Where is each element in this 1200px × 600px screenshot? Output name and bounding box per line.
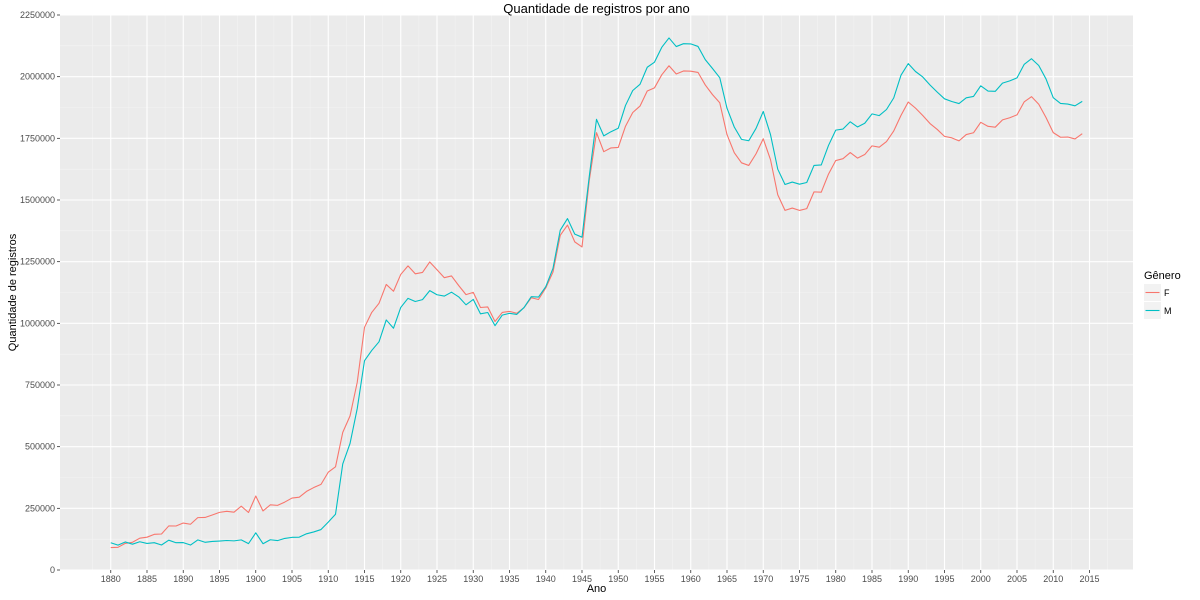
x-axis-title: Ano xyxy=(587,583,607,595)
x-tick-label: 1930 xyxy=(463,574,483,584)
x-tick-label: 2010 xyxy=(1043,574,1063,584)
x-tick-label: 1990 xyxy=(898,574,918,584)
chart-title: Quantidade de registros por ano xyxy=(503,1,689,16)
y-tick-label: 1500000 xyxy=(20,195,55,205)
y-tick-label: 2250000 xyxy=(20,10,55,20)
x-axis: 1880 1885 1890 1895 1900 1905 1910 1915 1920 1925… xyxy=(101,570,1100,584)
x-tick-label: 1940 xyxy=(536,574,556,584)
x-tick-label: 1950 xyxy=(608,574,628,584)
y-tick-label: 1000000 xyxy=(20,318,55,328)
x-tick-label: 1980 xyxy=(826,574,846,584)
y-tick-label: 1250000 xyxy=(20,257,55,267)
legend: Gênero FM xyxy=(1144,270,1181,319)
y-tick-label: 1750000 xyxy=(20,133,55,143)
x-tick-label: 1955 xyxy=(644,574,664,584)
x-tick-label: 1975 xyxy=(789,574,809,584)
legend-title: Gênero xyxy=(1144,270,1181,282)
x-tick-label: 2015 xyxy=(1079,574,1099,584)
x-tick-label: 1925 xyxy=(427,574,447,584)
x-tick-label: 1905 xyxy=(282,574,302,584)
series-line-M xyxy=(110,37,1083,546)
x-tick-label: 2005 xyxy=(1007,574,1027,584)
y-tick-label: 2000000 xyxy=(20,72,55,82)
x-tick-label: 1970 xyxy=(753,574,773,584)
x-tick-label: 1985 xyxy=(862,574,882,584)
x-tick-label: 2000 xyxy=(971,574,991,584)
x-tick-label: 1915 xyxy=(354,574,374,584)
series-line-F xyxy=(110,65,1083,549)
x-tick-label: 1900 xyxy=(246,574,266,584)
x-tick-label: 1910 xyxy=(318,574,338,584)
minor-gridlines xyxy=(60,15,1133,570)
y-tick-label: 0 xyxy=(50,565,55,575)
x-tick-label: 1920 xyxy=(391,574,411,584)
legend-label-M: M xyxy=(1164,306,1172,316)
y-axis-title: Quantidade de registros xyxy=(7,233,19,351)
major-gridlines xyxy=(60,14,1133,571)
x-tick-label: 1895 xyxy=(209,574,229,584)
legend-label-F: F xyxy=(1164,288,1170,298)
x-tick-label: 1945 xyxy=(572,574,592,584)
x-tick-label: 1880 xyxy=(101,574,121,584)
legend-items: FM xyxy=(1144,284,1172,319)
y-tick-label: 250000 xyxy=(25,503,55,513)
x-tick-label: 1960 xyxy=(681,574,701,584)
series-layer xyxy=(110,37,1083,549)
x-tick-label: 1935 xyxy=(499,574,519,584)
x-tick-label: 1965 xyxy=(717,574,737,584)
x-tick-label: 1885 xyxy=(137,574,157,584)
y-tick-label: 500000 xyxy=(25,442,55,452)
y-tick-label: 750000 xyxy=(25,380,55,390)
y-axis: 0 250000 500000 750000 1000000 1250000 1500000… xyxy=(20,10,60,575)
x-tick-label: 1890 xyxy=(173,574,193,584)
x-tick-label: 1995 xyxy=(934,574,954,584)
